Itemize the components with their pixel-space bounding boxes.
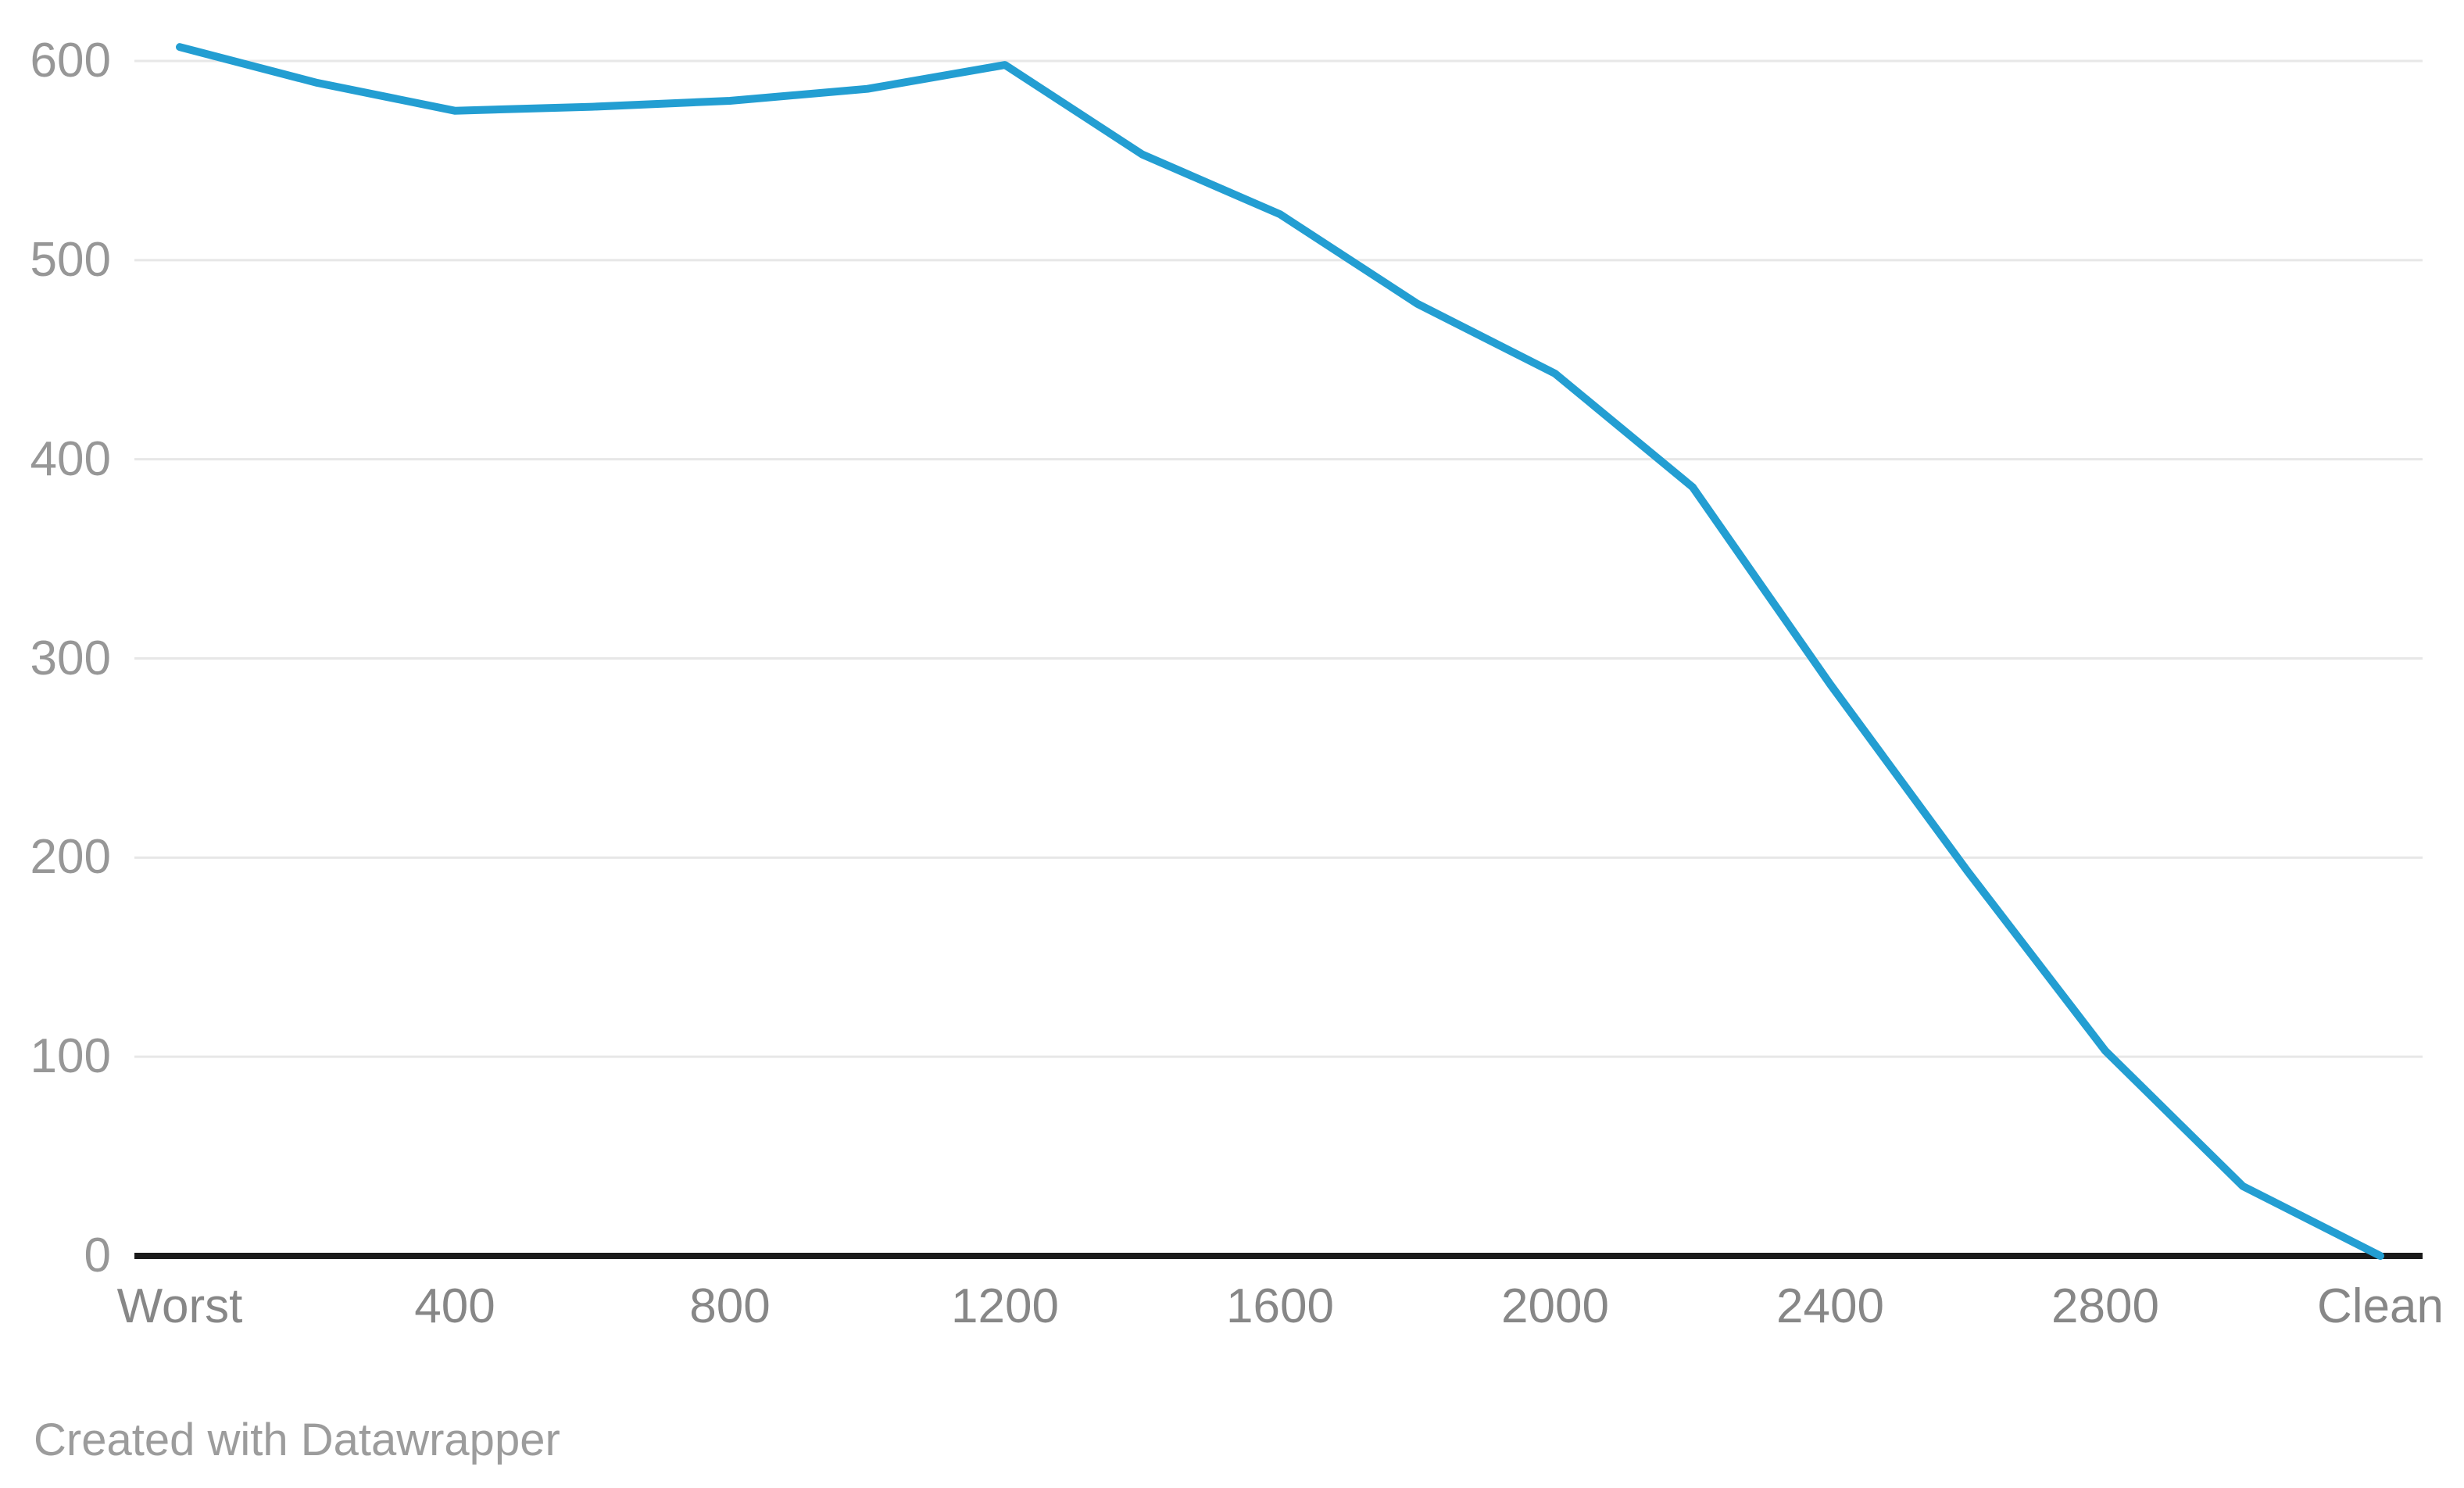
y-axis-label-0: 0 [84, 1229, 111, 1282]
y-axis-label-600: 600 [30, 34, 111, 88]
x-axis-label-Clean: Clean [2317, 1279, 2444, 1333]
y-axis-label-500: 500 [30, 232, 111, 287]
data-line [176, 43, 2384, 1260]
y-axis-label-400: 400 [30, 431, 111, 486]
y-axis-label-300: 300 [30, 631, 111, 685]
x-axis-label-Worst: Worst [116, 1279, 243, 1333]
x-axis-label-1600: 1600 [1226, 1279, 1334, 1333]
x-axis-label-2800: 2800 [2051, 1279, 2159, 1333]
x-axis-label-800: 800 [689, 1279, 771, 1333]
x-axis-label-2400: 2400 [1776, 1279, 1884, 1333]
datawrapper-credit-link[interactable]: Created with Datawrapper [34, 1415, 560, 1465]
y-axis-label-100: 100 [30, 1029, 111, 1084]
x-axis-label-2000: 2000 [1501, 1279, 1609, 1333]
y-axis-label-200: 200 [30, 830, 111, 885]
x-axis-label-1200: 1200 [951, 1279, 1059, 1333]
x-axis-label-400: 400 [414, 1279, 495, 1333]
